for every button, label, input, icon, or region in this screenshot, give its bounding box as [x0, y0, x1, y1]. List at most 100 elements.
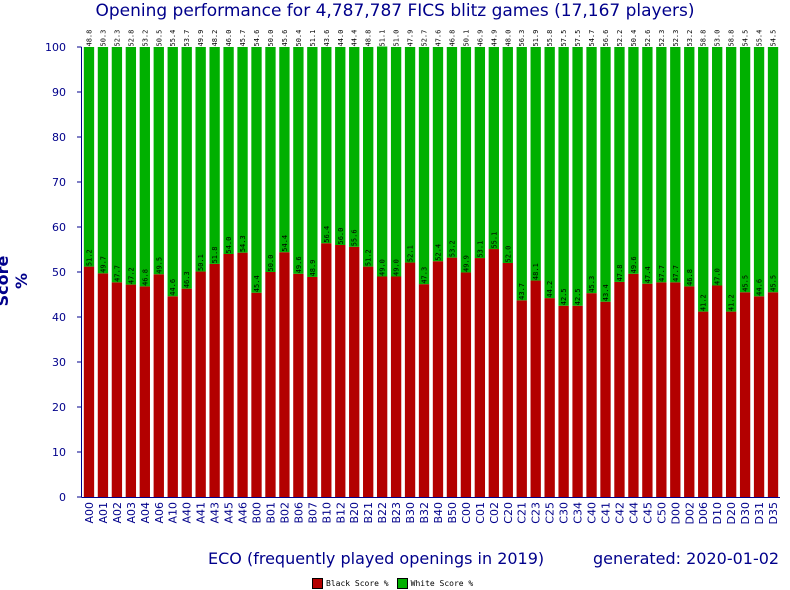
- bar-black-B12: [335, 245, 346, 497]
- x-tick-label-C50: C50: [655, 502, 668, 524]
- data-label-white-B01: 50.0: [267, 30, 275, 47]
- data-label-black-B50: 53.2: [448, 240, 456, 257]
- bar-white-D20: [725, 47, 737, 312]
- data-label-black-B00: 45.4: [253, 275, 261, 292]
- legend-item-black: Black Score %: [312, 578, 389, 589]
- bar-black-A40: [181, 288, 192, 497]
- bar-black-A41: [195, 271, 206, 497]
- data-label-white-B10: 43.6: [323, 30, 331, 47]
- data-label-white-B02: 45.6: [281, 30, 289, 47]
- x-tick-label-D02: D02: [683, 502, 696, 524]
- x-tick-label-B00: B00: [251, 502, 264, 524]
- bar-black-C21: [516, 300, 527, 497]
- data-label-white-B20: 44.4: [351, 30, 359, 47]
- bar-black-B01: [265, 272, 276, 497]
- y-tick-label-50: 50: [52, 266, 66, 279]
- y-tick-label-10: 10: [52, 446, 66, 459]
- bar-white-C45: [642, 47, 653, 284]
- bar-white-C50: [656, 47, 667, 283]
- x-tick-label-A41: A41: [195, 502, 208, 524]
- data-label-black-C00: 49.9: [462, 255, 470, 272]
- legend-label-black: Black Score %: [326, 579, 389, 588]
- data-label-white-D31: 55.4: [756, 30, 764, 47]
- data-label-white-D10: 53.0: [714, 30, 722, 47]
- x-tick-label-B30: B30: [404, 502, 417, 524]
- bar-black-A00: [83, 266, 95, 497]
- data-label-white-A04: 53.2: [141, 30, 149, 47]
- x-tick-label-C00: C00: [460, 502, 473, 524]
- bar-white-A02: [111, 47, 123, 283]
- bar-white-B21: [363, 47, 374, 267]
- bar-black-B20: [349, 246, 360, 497]
- bar-black-D30: [739, 292, 751, 497]
- x-tick-label-B32: B32: [418, 502, 431, 524]
- x-tick-label-D10: D10: [711, 502, 724, 524]
- data-label-black-B01: 50.0: [267, 255, 275, 272]
- bar-white-B32: [418, 47, 430, 285]
- data-label-black-A43: 51.8: [211, 247, 219, 264]
- x-tick-label-C40: C40: [586, 502, 599, 524]
- data-label-white-C21: 56.3: [518, 30, 526, 47]
- x-tick-label-A00: A00: [83, 502, 96, 524]
- data-label-black-A46: 54.3: [239, 235, 247, 252]
- data-label-black-C23: 48.1: [532, 263, 540, 280]
- data-label-black-D06: 41.2: [700, 294, 708, 311]
- data-label-black-B30: 52.1: [407, 245, 415, 262]
- data-label-white-A00: 48.8: [85, 30, 93, 47]
- bar-black-B30: [404, 262, 416, 497]
- legend-label-white: White Score %: [410, 579, 474, 588]
- x-tick-label-A01: A01: [97, 502, 110, 524]
- y-tick-label-100: 100: [45, 41, 66, 54]
- data-label-black-B20: 55.6: [351, 229, 359, 246]
- data-label-white-D35: 54.5: [770, 30, 778, 47]
- bar-black-D20: [725, 311, 737, 497]
- bar-white-B06: [293, 47, 304, 274]
- bar-white-A46: [237, 47, 248, 253]
- y-tick-label-20: 20: [52, 401, 66, 414]
- bar-white-C21: [516, 47, 527, 301]
- bar-black-B06: [293, 273, 304, 497]
- bars-group: [83, 46, 779, 497]
- bar-white-A06: [153, 47, 164, 275]
- data-label-black-D10: 47.0: [714, 268, 722, 285]
- data-label-black-B22: 49.0: [379, 259, 387, 276]
- bar-black-A46: [237, 252, 248, 497]
- bar-black-B23: [390, 276, 402, 497]
- bar-black-C42: [614, 281, 625, 497]
- data-labels-group: 51.2 48.8 49.7 50.3 47.7 52.3 47.2 52.8 46.8 53.2…: [85, 30, 777, 311]
- data-label-black-A41: 50.1: [197, 254, 205, 271]
- bar-black-C01: [474, 258, 486, 497]
- x-tick-label-B01: B01: [264, 502, 277, 524]
- bar-black-B02: [279, 252, 290, 497]
- bar-white-B40: [432, 47, 444, 262]
- data-label-black-B02: 54.4: [281, 235, 289, 252]
- bar-black-A10: [167, 296, 178, 497]
- x-tick-label-B06: B06: [292, 502, 305, 524]
- bar-white-B12: [335, 47, 346, 245]
- data-label-black-B40: 52.4: [434, 244, 442, 261]
- bar-white-B22: [376, 46, 388, 277]
- data-label-white-D00: 52.3: [672, 30, 680, 47]
- data-label-white-A46: 45.7: [239, 30, 247, 47]
- data-label-black-C41: 43.4: [602, 284, 610, 301]
- bar-black-A45: [223, 254, 234, 497]
- x-tick-label-B40: B40: [432, 502, 445, 524]
- x-tick-label-C41: C41: [600, 502, 613, 524]
- data-label-white-A06: 50.5: [155, 30, 163, 47]
- bar-white-D00: [670, 47, 681, 283]
- data-label-white-C34: 57.5: [574, 30, 582, 47]
- legend: Black Score % White Score %: [312, 578, 481, 589]
- x-tick-label-C34: C34: [572, 502, 585, 524]
- bar-white-D10: [712, 47, 723, 286]
- data-label-white-C45: 52.6: [644, 30, 652, 47]
- data-label-white-B32: 52.7: [421, 30, 429, 47]
- x-tick-label-B10: B10: [320, 502, 333, 524]
- data-label-black-D20: 41.2: [728, 294, 736, 311]
- bar-white-B07: [307, 47, 318, 277]
- bar-white-D31: [753, 47, 765, 297]
- data-label-white-C41: 56.6: [602, 30, 610, 47]
- data-label-white-B21: 48.8: [365, 30, 373, 47]
- bar-white-A40: [181, 47, 192, 289]
- bar-white-A04: [139, 47, 150, 287]
- x-tick-label-C23: C23: [530, 502, 543, 524]
